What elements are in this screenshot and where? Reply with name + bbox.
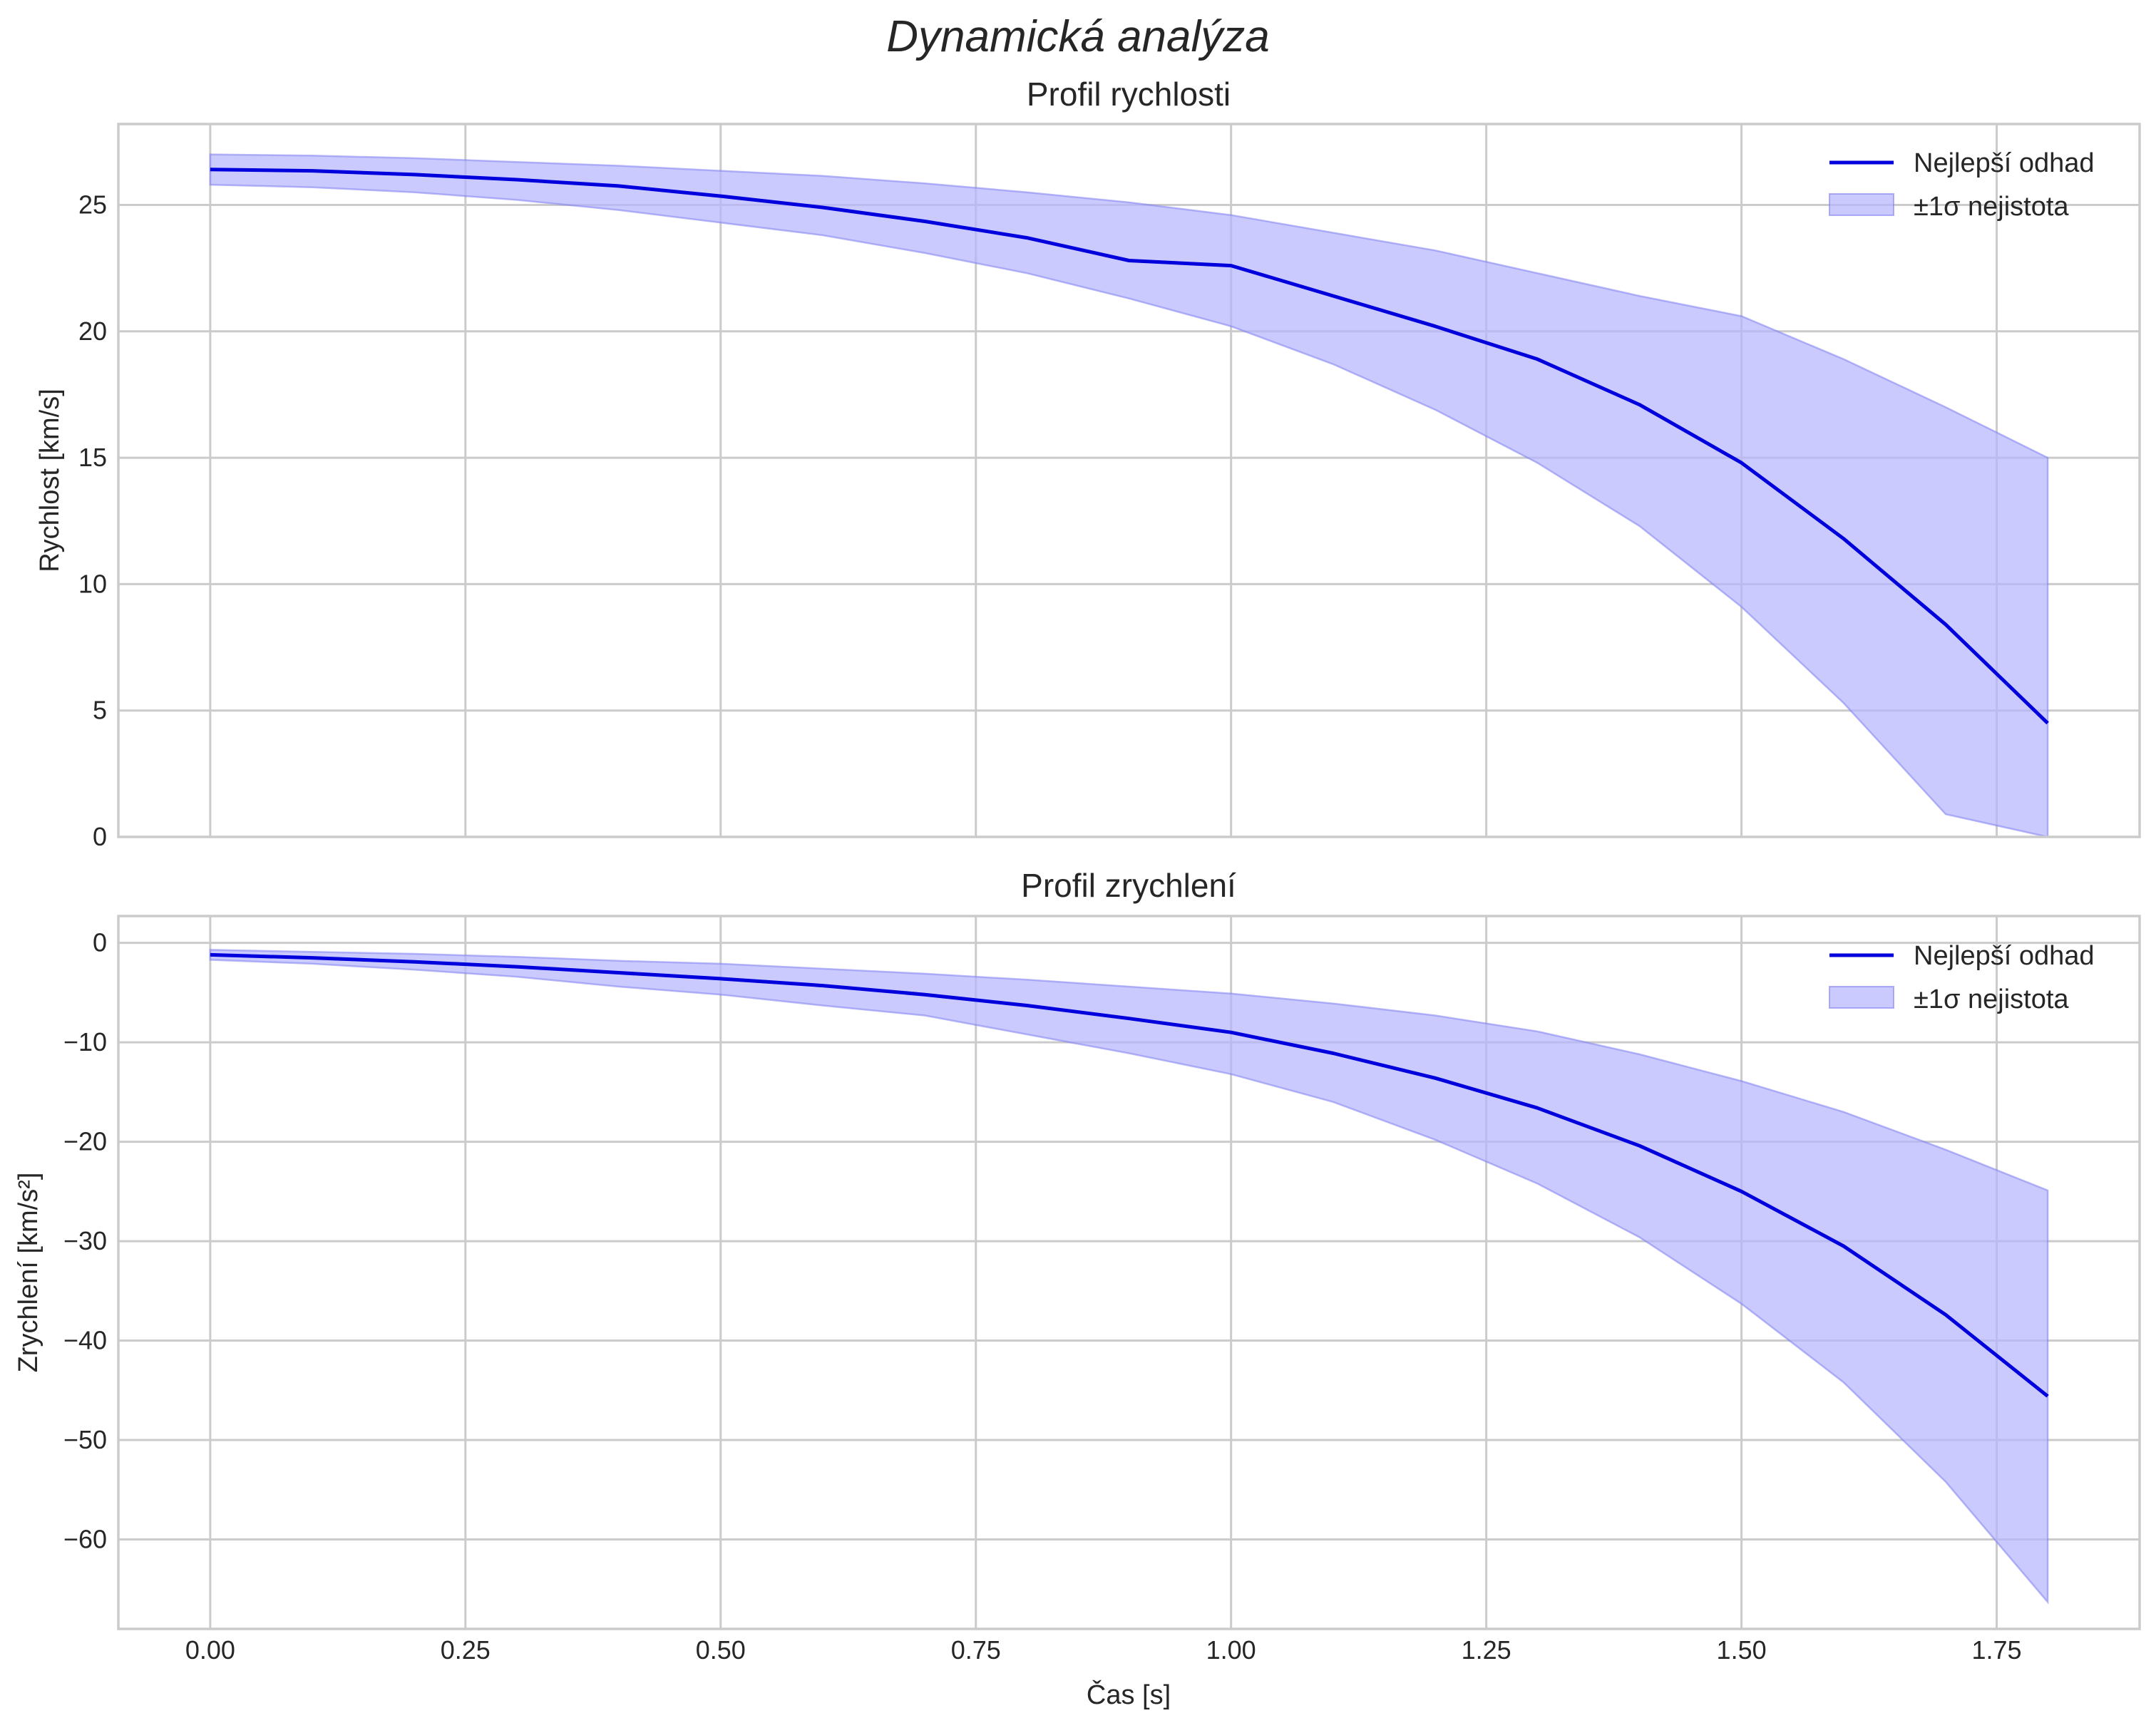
acceleration-legend-label-uncertainty: ±1σ nejistota (1914, 984, 2069, 1014)
x-tick-label: 0.25 (441, 1635, 491, 1665)
x-axis-ticks: 0.00 0.25 0.50 0.75 1.00 1.25 1.50 1.75 (185, 1635, 2022, 1665)
acceleration-legend-label-estimate: Nejlepší odhad (1914, 941, 2095, 971)
acceleration-y-ticks: 0 −10 −20 −30 −40 −50 −60 (63, 928, 107, 1554)
acceleration-best-estimate-line (210, 952, 2049, 1398)
y-tick-label: −40 (63, 1326, 107, 1355)
velocity-panel: Profil rychlosti 0 5 10 15 20 25 Rychlost [km… (35, 76, 2141, 851)
acceleration-panel: Profil zrychlení 0 −10 −20 −30 −40 −50 −60 Zry… (14, 867, 2141, 1630)
velocity-y-axis-label: Rychlost [km/s] (35, 389, 65, 572)
acceleration-uncertainty-band (209, 949, 2049, 1605)
velocity-legend-band-swatch (1829, 193, 1894, 216)
y-tick-label: −20 (63, 1127, 107, 1156)
x-tick-label: 1.50 (1717, 1635, 1767, 1665)
y-tick-label: 15 (78, 443, 107, 472)
x-tick-label: 0.00 (185, 1635, 235, 1665)
velocity-legend-label-estimate: Nejlepší odhad (1914, 148, 2095, 178)
y-tick-label: 20 (78, 317, 107, 346)
x-tick-label: 1.00 (1206, 1635, 1256, 1665)
x-tick-label: 1.75 (1972, 1635, 2022, 1665)
x-tick-label: 0.50 (696, 1635, 746, 1665)
figure-suptitle: Dynamická analýza (886, 12, 1270, 61)
x-axis-label: Čas [s] (1087, 1679, 1171, 1710)
velocity-y-ticks: 0 5 10 15 20 25 (78, 190, 107, 851)
y-tick-label: −10 (63, 1027, 107, 1056)
acceleration-legend: Nejlepší odhad ±1σ nejistota (1829, 941, 2095, 1014)
y-tick-label: −50 (63, 1425, 107, 1454)
acceleration-legend-band-swatch (1829, 986, 1894, 1009)
velocity-legend: Nejlepší odhad ±1σ nejistota (1829, 148, 2095, 222)
velocity-best-estimate-line (210, 168, 2049, 725)
y-tick-label: 0 (93, 822, 107, 851)
y-tick-label: 5 (93, 696, 107, 725)
velocity-uncertainty-band (209, 153, 2049, 837)
y-tick-label: −60 (63, 1524, 107, 1553)
acceleration-panel-title: Profil zrychlení (1021, 867, 1236, 904)
y-tick-label: 0 (93, 928, 107, 957)
acceleration-axes-frame (117, 915, 2141, 1630)
velocity-panel-title: Profil rychlosti (1027, 76, 1231, 113)
acceleration-y-axis-label: Zrychlení [km/s²] (14, 1173, 43, 1373)
y-tick-label: 10 (78, 569, 107, 598)
velocity-legend-label-uncertainty: ±1σ nejistota (1914, 192, 2069, 222)
y-tick-label: −30 (63, 1226, 107, 1255)
x-tick-label: 0.75 (951, 1635, 1001, 1665)
y-tick-label: 25 (78, 190, 107, 219)
velocity-axes-frame (117, 123, 2141, 838)
x-tick-label: 1.25 (1462, 1635, 1511, 1665)
